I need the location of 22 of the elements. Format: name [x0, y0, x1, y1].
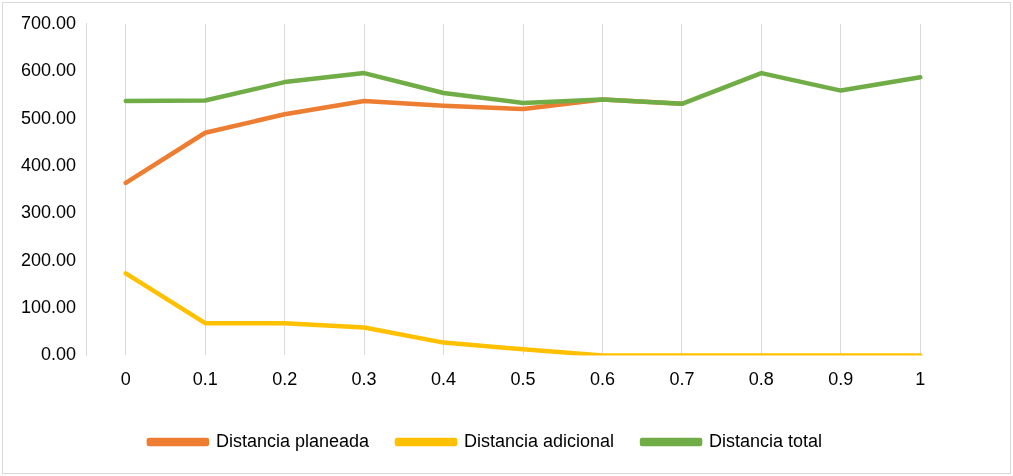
- x-tick-label: 0.5: [510, 369, 536, 390]
- y-tick-label: 500.00: [20, 107, 77, 128]
- x-tick-label: 0.7: [669, 369, 695, 390]
- y-tick-label: 0.00: [41, 344, 77, 365]
- y-tick-label: 100.00: [20, 297, 77, 317]
- legend-label: Distancia total: [709, 430, 823, 451]
- x-tick-label: 0.4: [431, 369, 457, 390]
- y-tick-label: 300.00: [20, 202, 77, 223]
- legend-label: Distancia adicional: [463, 430, 615, 451]
- x-tick-label: 0.9: [828, 369, 854, 390]
- x-tick-label: 0.6: [589, 369, 615, 390]
- x-tick-label: 0: [120, 369, 131, 390]
- legend-label: Distancia planeada: [215, 430, 370, 451]
- x-tick-label: 0.1: [192, 369, 218, 390]
- x-tick-label: 0.3: [351, 369, 377, 390]
- y-tick-label: 600.00: [20, 60, 77, 81]
- x-tick-label: 1: [915, 369, 926, 390]
- y-tick-label: 700.00: [20, 12, 77, 33]
- y-tick-label: 400.00: [20, 154, 77, 175]
- y-tick-label: 200.00: [20, 249, 77, 270]
- x-tick-label: 0.8: [748, 369, 774, 390]
- x-tick-label: 0.2: [272, 369, 298, 390]
